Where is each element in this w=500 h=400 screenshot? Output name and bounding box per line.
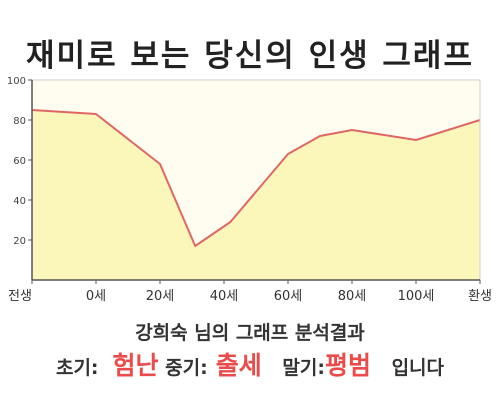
y-tick-label: 100 <box>7 76 26 87</box>
mid-label: 중기: <box>165 357 208 379</box>
x-tick-label: 60세 <box>274 289 303 304</box>
analysis-summary: 초기: 험난 중기: 출세 말기:평범 입니다 <box>0 346 500 382</box>
result-suffix: 입니다 <box>391 357 445 379</box>
x-tick-label: 80세 <box>338 289 367 304</box>
early-value: 험난 <box>112 351 159 380</box>
x-tick-label: 20세 <box>146 289 175 304</box>
y-tick-label: 40 <box>13 196 26 207</box>
y-tick-label: 60 <box>13 156 26 167</box>
x-tick-label: 환생 <box>468 289 492 304</box>
life-line <box>31 109 481 247</box>
x-tick-label: 40세 <box>210 289 239 304</box>
chart-title: 재미로 보는 당신의 인생 그래프 <box>26 38 474 74</box>
y-tick-label: 20 <box>13 236 26 247</box>
mid-value: 출세 <box>215 351 262 380</box>
late-label: 말기: <box>282 357 325 379</box>
x-tick-label: 100세 <box>398 289 435 304</box>
x-tick-label: 0세 <box>86 289 106 304</box>
late-value: 평범 <box>324 351 371 380</box>
x-tick-label: 전생 <box>8 289 32 304</box>
analysis-heading: 강희숙 님의 그래프 분석결과 <box>135 322 365 344</box>
y-tick-label: 80 <box>13 116 26 127</box>
early-label: 초기: <box>55 357 99 379</box>
